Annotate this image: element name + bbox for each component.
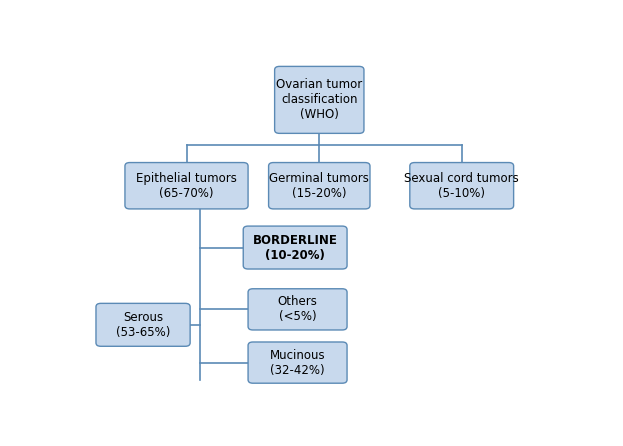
FancyBboxPatch shape [125, 162, 248, 209]
Text: Mucinous
(32-42%): Mucinous (32-42%) [270, 349, 325, 376]
FancyBboxPatch shape [248, 289, 347, 330]
Text: Ovarian tumor
classification
(WHO): Ovarian tumor classification (WHO) [276, 78, 363, 121]
FancyBboxPatch shape [275, 66, 364, 133]
FancyBboxPatch shape [243, 226, 347, 269]
FancyBboxPatch shape [248, 342, 347, 383]
FancyBboxPatch shape [96, 303, 190, 346]
Text: Serous
(53-65%): Serous (53-65%) [116, 311, 170, 339]
Text: Germinal tumors
(15-20%): Germinal tumors (15-20%) [269, 172, 369, 200]
FancyBboxPatch shape [410, 162, 513, 209]
FancyBboxPatch shape [269, 162, 370, 209]
Text: BORDERLINE
(10-20%): BORDERLINE (10-20%) [253, 234, 338, 261]
Text: Others
(<5%): Others (<5%) [278, 295, 318, 323]
Text: Epithelial tumors
(65-70%): Epithelial tumors (65-70%) [136, 172, 237, 200]
Text: Sexual cord tumors
(5-10%): Sexual cord tumors (5-10%) [404, 172, 519, 200]
